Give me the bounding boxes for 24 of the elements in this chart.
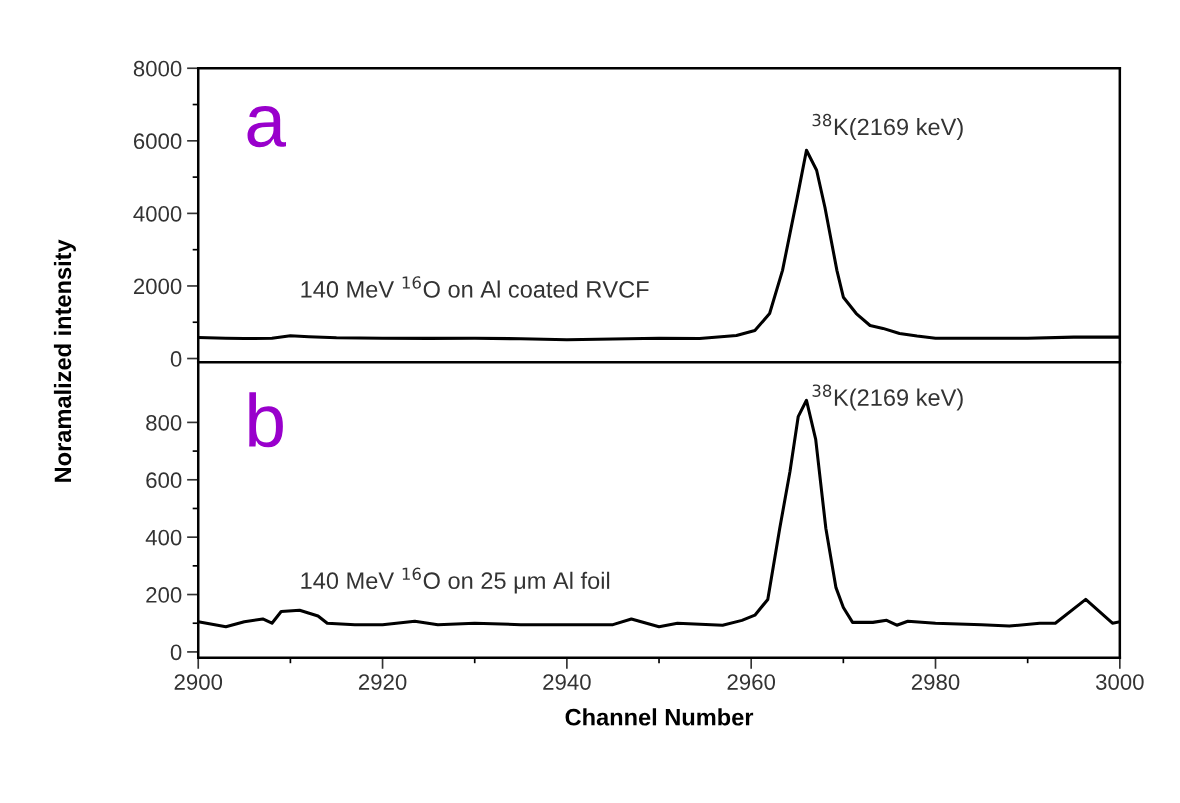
y-tick-label: 0 bbox=[170, 351, 182, 367]
x-tick-label: 2900 bbox=[174, 674, 223, 690]
y-tick-label: 200 bbox=[146, 587, 182, 603]
y-tick-label: 8000 bbox=[133, 60, 182, 77]
y-tick-label: 400 bbox=[145, 529, 182, 546]
annotation: a bbox=[247, 106, 287, 148]
annotation: $^{38}$K(2169 keV) bbox=[812, 113, 963, 141]
y-tick-label: 2000 bbox=[133, 278, 182, 295]
y-tick-label: 800 bbox=[146, 414, 182, 431]
y-tick-label: 0 bbox=[170, 644, 182, 661]
x-tick-label: 3000 bbox=[1095, 674, 1144, 690]
x-axis-title: Channel Number bbox=[565, 708, 754, 726]
y-tick-label: 600 bbox=[146, 472, 182, 489]
y-axis-title: Noramalized intensity bbox=[53, 239, 76, 482]
annotation: 140 MeV $^{16}$O on 25 μm Al foil bbox=[301, 567, 610, 594]
x-tick-label: 2920 bbox=[358, 674, 407, 690]
annotation: b bbox=[249, 392, 283, 448]
x-tick-label: 2980 bbox=[911, 674, 960, 690]
annotation: 140 MeV $^{16}$O on Al coated RVCF bbox=[301, 276, 649, 298]
y-tick-label: 4000 bbox=[133, 205, 182, 222]
annotation: $^{38}$K(2169 keV) bbox=[812, 384, 963, 411]
y-tick-label: 6000 bbox=[133, 133, 182, 150]
x-tick-label: 2960 bbox=[727, 674, 776, 690]
x-tick-label: 2940 bbox=[543, 674, 591, 690]
